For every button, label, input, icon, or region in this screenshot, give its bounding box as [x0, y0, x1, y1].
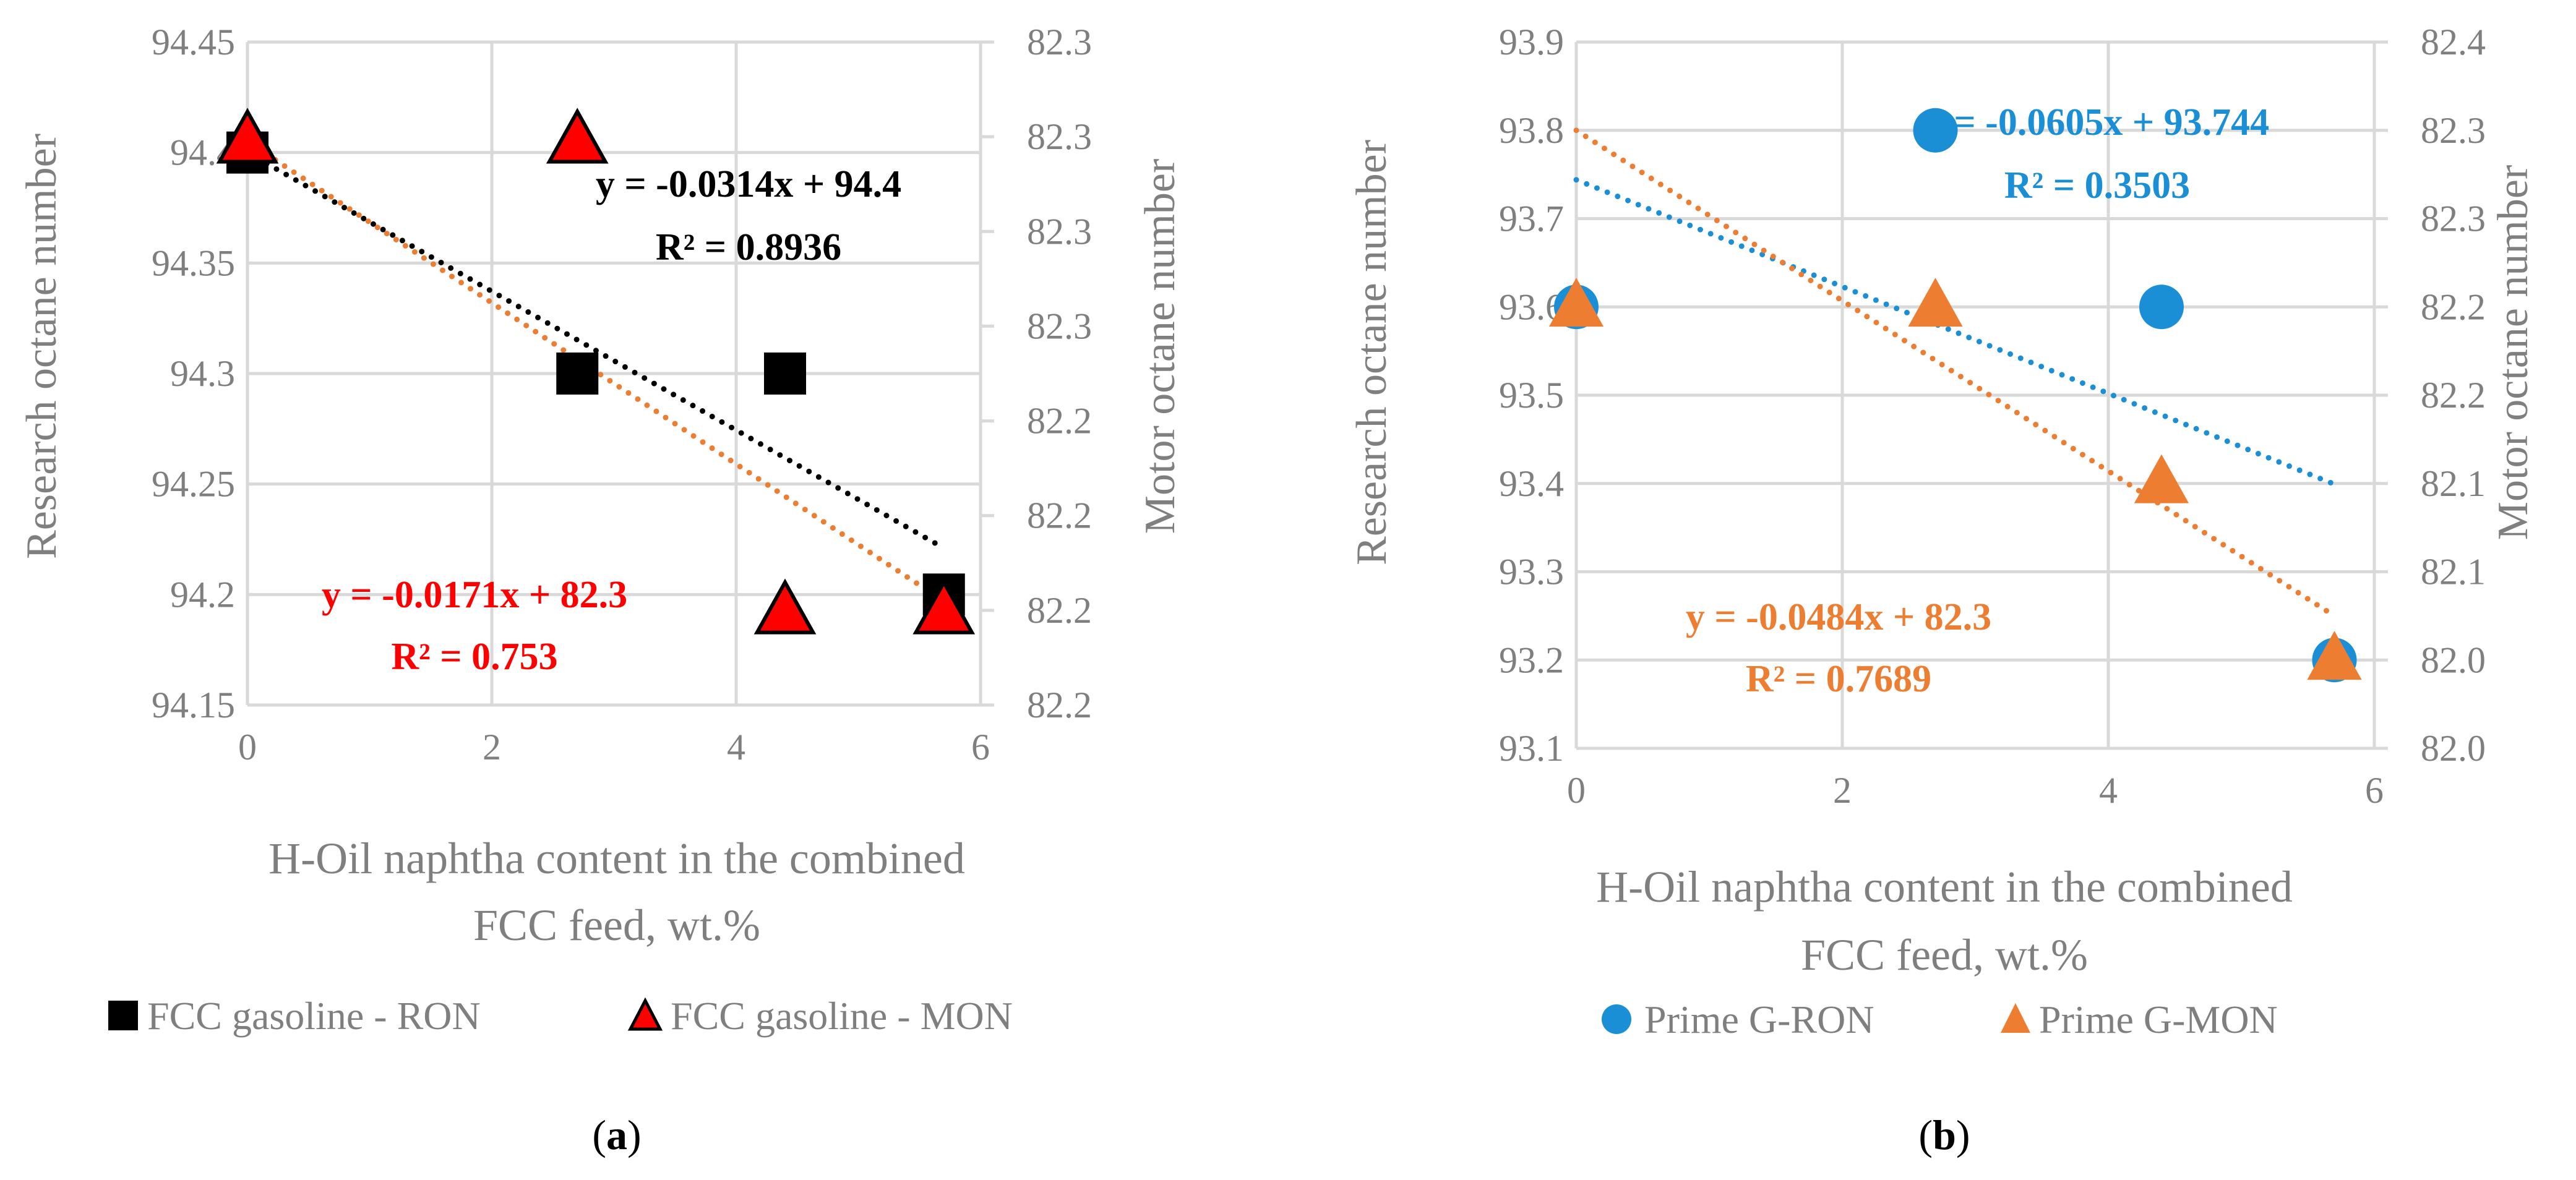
y2-tick-label: 82.0 — [2421, 728, 2486, 769]
point-fcc-mon — [753, 578, 817, 635]
y-tick-label: 93.7 — [1499, 199, 1564, 239]
y2-tick-label: 82.3 — [2421, 199, 2486, 239]
y2-tick-label: 82.2 — [1027, 685, 1092, 725]
chart-b-legend: Prime G-RON Prime G-MON — [1602, 998, 2278, 1041]
chart-b-tick-labels: 93.193.293.393.493.593.693.793.893.90 2 4 6… — [1499, 22, 2486, 811]
chart-a-gridlines — [246, 40, 994, 707]
chart-b-gridlines — [1574, 40, 2388, 750]
y-tick-label: 93.4 — [1499, 463, 1564, 504]
y2-tick-label: 82.3 — [1027, 306, 1092, 346]
legend-triangle-marker-orange — [2001, 1003, 2030, 1033]
chart-a-ylabel: Research octane number — [18, 134, 66, 559]
y-tick-label: 94.2 — [170, 574, 235, 615]
chart-b-trend-mon-r2: R² = 0.7689 — [1746, 658, 1931, 700]
legend-label-prime-mon: Prime G-MON — [2039, 998, 2278, 1041]
point-prime-mon — [2134, 454, 2189, 503]
legend-label-fcc-mon: FCC gasoline - MON — [671, 994, 1013, 1038]
y-tick-label: 93.5 — [1499, 375, 1564, 416]
chart-b-y2label: Motor octane number — [2489, 165, 2537, 540]
trendline-prime-mon — [1573, 127, 2337, 619]
legend-square-marker — [108, 1001, 138, 1030]
trendline-prime-ron — [1573, 177, 2337, 487]
y2-tick-label: 82.1 — [2421, 463, 2486, 504]
y-tick-label: 93.8 — [1499, 110, 1564, 151]
x-tick-label: 2 — [483, 727, 501, 767]
y-tick-label: 94.3 — [170, 353, 235, 394]
chart-a-legend: FCC gasoline - RON FCC gasoline - MON — [108, 994, 1013, 1038]
legend-label-fcc-ron: FCC gasoline - RON — [147, 994, 481, 1038]
legend-triangle-marker-red — [627, 997, 663, 1031]
x-tick-label: 6 — [971, 727, 990, 767]
y2-tick-label: 82.3 — [1027, 211, 1092, 252]
point-prime-mon — [1548, 278, 1604, 327]
y2-tick-label: 82.4 — [2421, 22, 2486, 62]
y2-tick-label: 82.2 — [1027, 401, 1092, 442]
y-tick-label: 93.3 — [1499, 552, 1564, 592]
chart-panel-b: 93.193.293.393.493.593.693.793.893.90 2 4 6… — [1348, 22, 2537, 1158]
chart-a-points — [216, 108, 976, 635]
x-tick-label: 4 — [2099, 770, 2118, 811]
trendline-fcc-ron — [244, 150, 947, 551]
y2-tick-label: 82.3 — [1027, 22, 1092, 62]
y2-tick-label: 82.2 — [1027, 590, 1092, 631]
y-tick-label: 94.45 — [152, 22, 235, 62]
y2-tick-label: 82.1 — [2421, 552, 2486, 592]
y2-tick-label: 82.3 — [2421, 110, 2486, 151]
y-tick-label: 93.2 — [1499, 639, 1564, 680]
chart-a-trendlines — [244, 139, 947, 604]
point-prime-ron — [2139, 284, 2184, 330]
x-tick-label: 0 — [238, 727, 257, 767]
chart-b-trendlines — [1573, 127, 2337, 619]
y-tick-label: 94.35 — [152, 242, 235, 283]
chart-b-trend-ron-r2: R² = 0.3503 — [2004, 165, 2190, 207]
x-tick-label: 2 — [1833, 770, 1852, 811]
point-prime-mon — [2307, 631, 2362, 680]
point-prime-ron — [1913, 108, 1958, 153]
chart-a-trend-ron-r2: R² = 0.8936 — [656, 226, 841, 268]
chart-a-y2label: Motor octane number — [1136, 159, 1184, 534]
chart-a-xlabel-line2: FCC feed, wt.% — [473, 900, 760, 950]
y2-tick-label: 82.0 — [2421, 639, 2486, 680]
y-tick-label: 94.15 — [152, 685, 235, 725]
chart-a-trend-mon-r2: R² = 0.753 — [391, 636, 557, 678]
y2-tick-label: 82.2 — [1027, 495, 1092, 536]
chart-b-ylabel: Research octane number — [1348, 140, 1396, 565]
chart-b-xlabel-line2: FCC feed, wt.% — [1801, 930, 2088, 980]
chart-b-points — [1548, 108, 2362, 683]
point-fcc-mon — [546, 108, 609, 164]
legend-label-prime-ron: Prime G-RON — [1644, 998, 1874, 1041]
legend-circle-marker — [1602, 1004, 1631, 1034]
chart-a-trend-mon-equation: y = -0.0171x + 82.3 — [322, 574, 627, 616]
chart-a-xlabel-line1: H-Oil naphtha content in the combined — [268, 834, 965, 883]
y-tick-label: 93.9 — [1499, 22, 1564, 62]
chart-b-trend-mon-equation: y = -0.0484x + 82.3 — [1686, 596, 1991, 638]
panel-b-label: (b) — [1918, 1111, 1970, 1158]
y-tick-label: 94.25 — [152, 464, 235, 505]
point-fcc-ron — [764, 353, 806, 395]
x-tick-label: 0 — [1567, 770, 1586, 811]
chart-b-trend-ron-equation: y = -0.0605x + 93.744 — [1925, 101, 2269, 143]
panel-a-label: (a) — [592, 1111, 641, 1158]
y2-tick-label: 82.2 — [2421, 286, 2486, 327]
point-fcc-ron — [556, 353, 599, 395]
chart-a-trend-ron-equation: y = -0.0314x + 94.4 — [596, 163, 901, 205]
point-fcc-mon — [216, 108, 279, 164]
x-tick-label: 6 — [2365, 770, 2384, 811]
x-tick-label: 4 — [727, 727, 745, 767]
y-tick-label: 93.1 — [1499, 728, 1564, 769]
chart-b-xlabel-line1: H-Oil naphtha content in the combined — [1596, 862, 2293, 912]
point-fcc-mon — [912, 578, 976, 635]
point-prime-mon — [1908, 278, 1963, 327]
y2-tick-label: 82.2 — [2421, 375, 2486, 416]
y2-tick-label: 82.3 — [1027, 116, 1092, 157]
